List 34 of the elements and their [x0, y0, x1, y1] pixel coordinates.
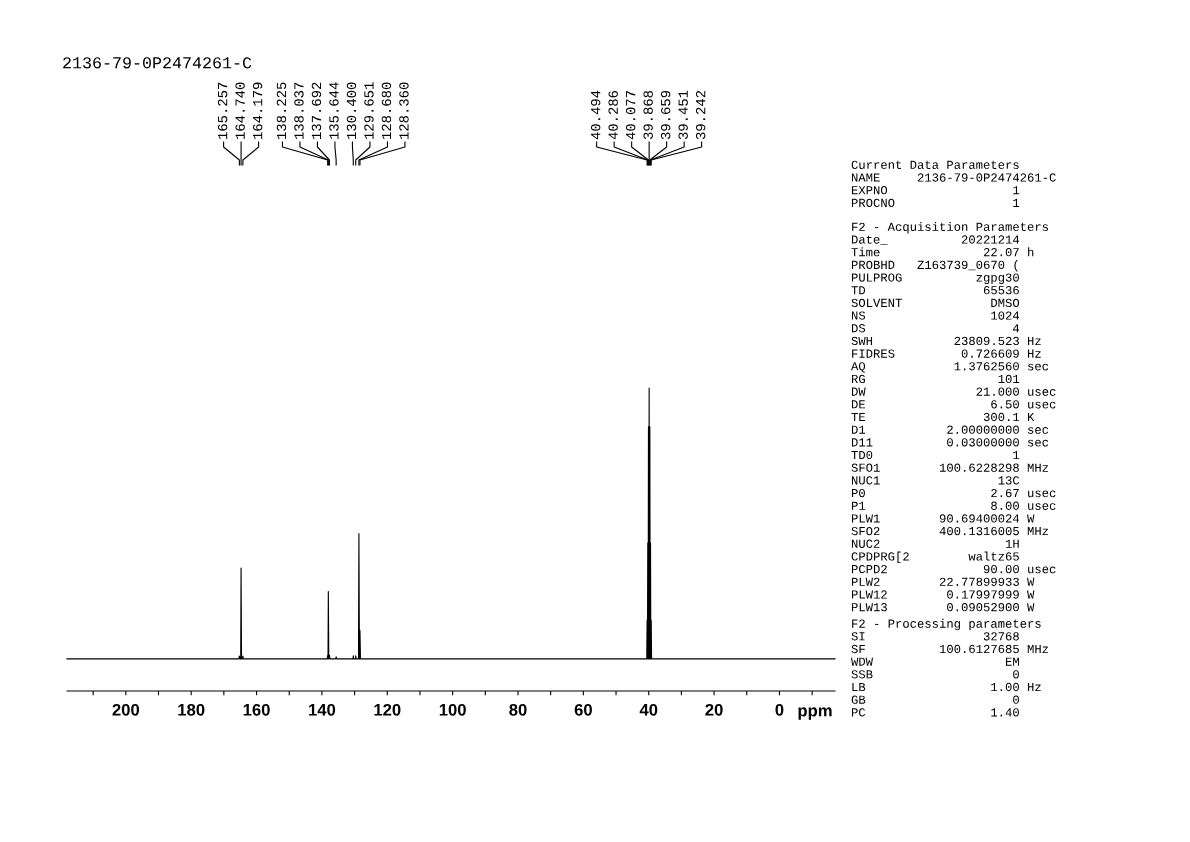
annotation: 138.225 [276, 82, 287, 139]
text: F2 - Processing parameters SI 32768 SF 100.6127685 MHz WDW EM SSB 0 LB 1.00 Hz GB 0 PC 1.40 [851, 618, 1049, 717]
annotation: 39.451 [678, 90, 688, 140]
annotation: 164.740 [235, 82, 245, 139]
x-tick-label: 200 [112, 703, 140, 716]
annotation: 39.659 [660, 90, 671, 140]
annotation: 128.680 [381, 82, 392, 139]
annotation: 137.692 [311, 82, 322, 139]
annotation: 138.037 [294, 82, 304, 139]
x-tick-label: 40 [639, 703, 658, 716]
annotation: 129.651 [364, 82, 374, 139]
annotation: 135.644 [329, 82, 339, 139]
annotation: 39.868 [643, 90, 653, 140]
annotation: 165.257 [217, 82, 228, 139]
text: F2 - Acquisition Parameters Date_ 20221214 Time 22.07 h PROBHD Z163739_0670 ( PULPROG zgpg30 TD 65536 SOLVENT DMSO NS 1024 DS 4 SWH 23809.523 Hz FIDRES 0.726609 Hz AQ 1.3762560 sec RG 101 DW 21.000 usec DE 6.50 usec TE 300.1 K D1 2.00000000 sec D11 0.03000000 sec TD0 1 SFO1 100.6228298 MHz NUC1 13C P0 2.67 usec P1 8.00 usec PLW1 90.69400024 W SFO2 400.1316005 MHz NUC2 1H CPDPRG[2 waltz65 PCPD2 90.00 usec PLW2 22.77899933 W PLW12 0.17997999 W PLW13 0.09052900 W [851, 222, 1056, 612]
x-tick-label: 140 [309, 703, 336, 716]
x-tick-label: 180 [178, 703, 205, 716]
x-tick-label: 60 [574, 703, 592, 716]
x-axis-title: ppm [798, 707, 832, 720]
chart-title: 2136-79-0P2474261-C [63, 57, 252, 69]
x-tick-label: 160 [243, 703, 270, 716]
x-tick-label: 80 [509, 703, 527, 716]
annotation: 40.077 [625, 91, 636, 140]
annotation: 164.179 [252, 82, 263, 139]
text: Current Data Parameters NAME 2136-79-0P2474261-C EXPNO 1 PROCNO 1 [851, 160, 1056, 208]
x-tick-label: 100 [439, 703, 466, 716]
x-tick-label: 0 [775, 703, 784, 716]
x-tick-label: 120 [374, 703, 401, 716]
annotation: 128.360 [399, 82, 409, 139]
annotation: 39.242 [695, 90, 706, 140]
annotation: 40.286 [608, 90, 618, 140]
annotation: 130.400 [346, 82, 357, 139]
annotation: 40.494 [590, 90, 601, 140]
x-tick-label: 20 [705, 703, 723, 716]
